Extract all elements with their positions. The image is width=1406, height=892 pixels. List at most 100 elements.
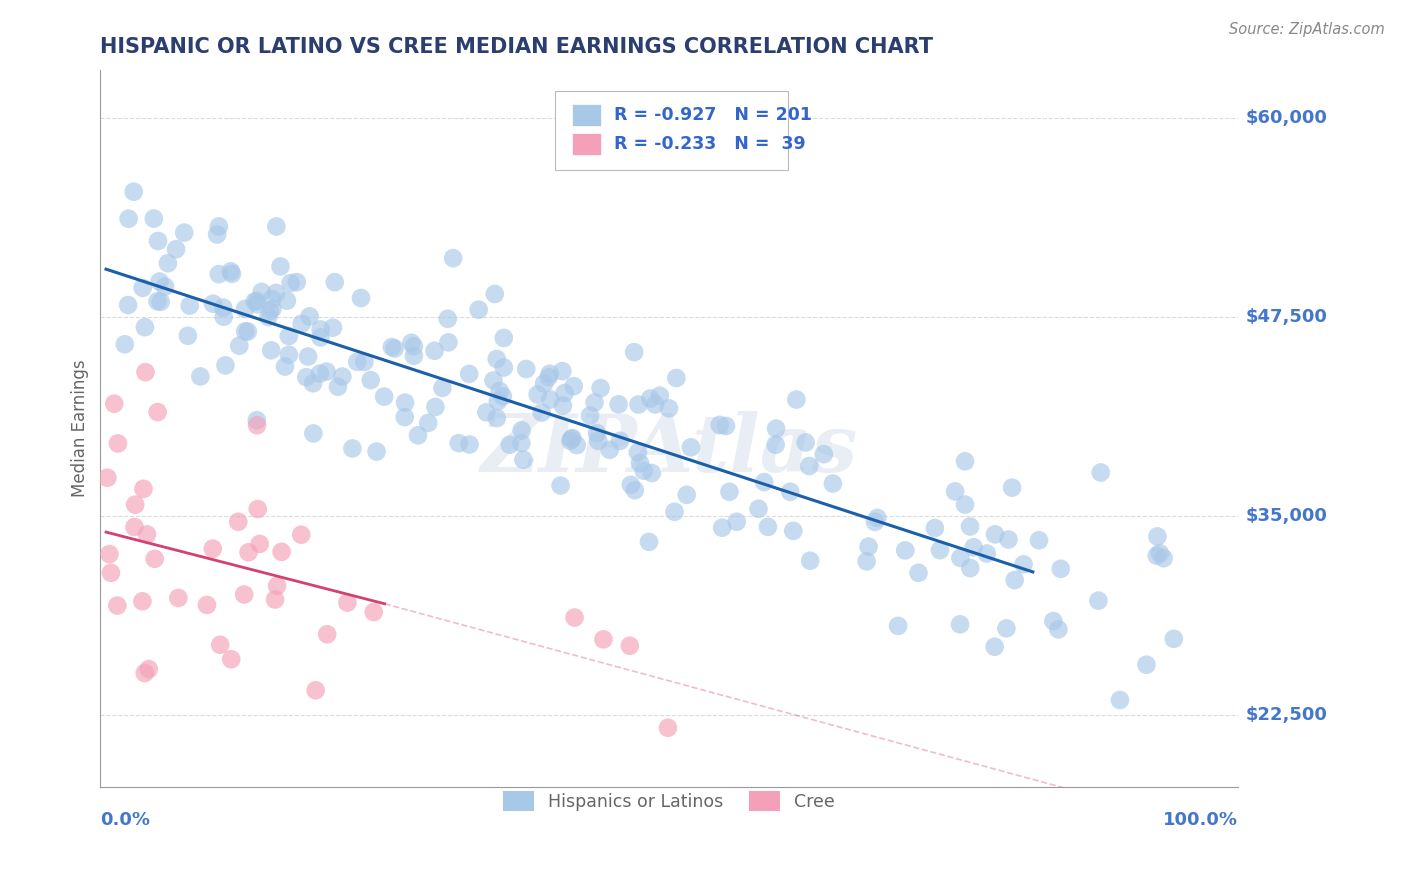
Point — [350, 291, 373, 305]
Point — [943, 484, 966, 499]
Point — [266, 219, 288, 234]
Point — [592, 632, 614, 647]
Point — [976, 547, 998, 561]
Point — [475, 405, 498, 419]
Text: $35,000: $35,000 — [1246, 508, 1327, 525]
Point — [425, 400, 447, 414]
Point — [360, 373, 382, 387]
Point — [131, 594, 153, 608]
Point — [346, 355, 368, 369]
Point — [280, 276, 302, 290]
Point — [492, 389, 515, 403]
Point — [962, 541, 984, 555]
Point — [633, 464, 655, 478]
FancyBboxPatch shape — [572, 133, 600, 154]
Point — [153, 279, 176, 293]
Point — [266, 579, 288, 593]
Point — [298, 310, 321, 324]
Point — [148, 275, 170, 289]
Point — [1042, 614, 1064, 628]
Point — [510, 436, 533, 450]
Point — [664, 505, 686, 519]
Point — [718, 484, 741, 499]
Point — [188, 369, 211, 384]
Point — [285, 275, 308, 289]
Point — [142, 211, 165, 226]
Point — [813, 447, 835, 461]
Point — [1090, 466, 1112, 480]
Legend: Hispanics or Latinos, Cree: Hispanics or Latinos, Cree — [496, 784, 842, 818]
Point — [384, 342, 406, 356]
Point — [765, 438, 787, 452]
Point — [134, 365, 156, 379]
Point — [679, 440, 702, 454]
Point — [381, 340, 404, 354]
Point — [619, 639, 641, 653]
Point — [146, 294, 169, 309]
Point — [297, 350, 319, 364]
Point — [887, 619, 910, 633]
Point — [485, 351, 508, 366]
Point — [366, 444, 388, 458]
Point — [754, 475, 776, 489]
Point — [583, 395, 606, 409]
Point — [794, 435, 817, 450]
Point — [202, 296, 225, 310]
Point — [1028, 533, 1050, 548]
Point — [219, 264, 242, 278]
Point — [336, 596, 359, 610]
Point — [488, 384, 510, 398]
Point — [799, 554, 821, 568]
Point — [122, 185, 145, 199]
Point — [641, 466, 664, 480]
Point — [209, 638, 232, 652]
Text: R = -0.233   N =  39: R = -0.233 N = 39 — [614, 135, 806, 153]
Point — [1012, 558, 1035, 572]
Point — [134, 320, 156, 334]
Point — [1087, 593, 1109, 607]
Point — [315, 365, 337, 379]
Point — [609, 434, 631, 448]
Text: ZIPAtlas: ZIPAtlas — [481, 411, 858, 489]
Point — [644, 397, 666, 411]
Point — [173, 226, 195, 240]
Point — [117, 211, 139, 226]
Point — [1146, 529, 1168, 543]
Point — [124, 520, 146, 534]
Point — [212, 310, 235, 324]
Point — [959, 561, 981, 575]
Point — [238, 545, 260, 559]
Point — [114, 337, 136, 351]
Point — [228, 339, 250, 353]
Point — [305, 683, 328, 698]
Text: Source: ZipAtlas.com: Source: ZipAtlas.com — [1229, 22, 1385, 37]
Point — [648, 389, 671, 403]
Point — [821, 476, 844, 491]
Point — [599, 442, 621, 457]
Point — [554, 386, 576, 401]
Point — [105, 599, 128, 613]
Point — [714, 419, 737, 434]
Point — [177, 328, 200, 343]
Point — [765, 421, 787, 435]
Point — [250, 285, 273, 299]
Point — [565, 438, 588, 452]
Point — [564, 610, 586, 624]
Point — [363, 605, 385, 619]
Point — [709, 417, 731, 432]
Point — [330, 369, 353, 384]
Point — [640, 392, 662, 406]
Point — [623, 345, 645, 359]
Point — [675, 488, 697, 502]
Point — [134, 666, 156, 681]
Point — [997, 533, 1019, 547]
Point — [624, 483, 647, 498]
Point — [657, 721, 679, 735]
Point — [929, 543, 952, 558]
Point — [858, 540, 880, 554]
Point — [236, 325, 259, 339]
Point — [432, 381, 454, 395]
Point — [264, 285, 287, 300]
Point — [226, 515, 249, 529]
Point — [1001, 481, 1024, 495]
